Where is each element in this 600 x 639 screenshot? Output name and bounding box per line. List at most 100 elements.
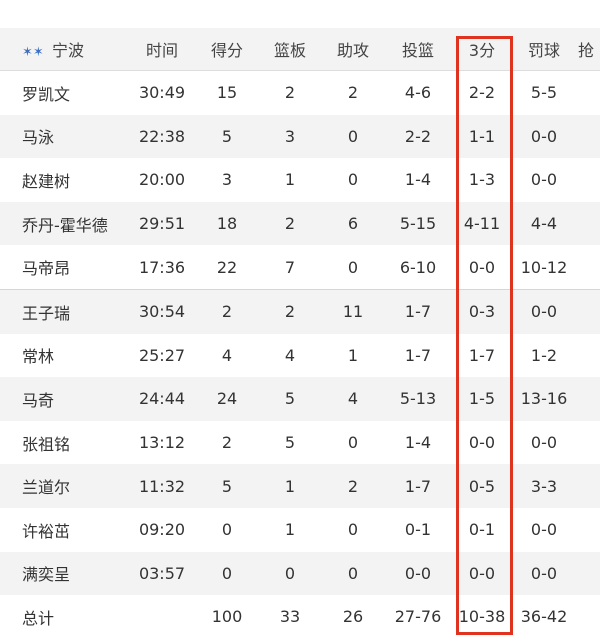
stat-cell: 36-42 [520,607,568,627]
stat-cell: 27-76 [394,607,442,627]
stat-cell: 24 [216,389,238,409]
stat-cell: 1 [284,520,296,540]
stat-cell: 22:38 [138,126,186,146]
stat-cell: 6-10 [399,257,437,277]
stat-cell: 0 [347,257,359,277]
stat-cell: 0-0 [404,563,432,583]
stat-cell: 0-0 [530,170,558,190]
stat-cell: 26 [342,607,364,627]
stat-cell: 1-3 [468,170,496,190]
player-row: 马泳 22:38 5 3 0 2-2 1-1 0-0 [0,114,600,159]
table-header: ✶✶ 宁波 时间 得分 篮板 助攻 投篮 3分 罚球 抢 [0,28,600,71]
stat-cell: 3 [221,170,233,190]
col-header[interactable]: 罚球 [527,41,560,60]
stat-cell: 0 [284,563,296,583]
player-row: 马奇 24:44 24 5 4 5-13 1-5 13-16 [0,377,600,421]
stat-cell: 0-0 [530,520,558,540]
stat-cell: 33 [279,607,301,627]
stat-cell: 0-0 [468,433,496,453]
col-header[interactable]: 3分 [468,41,496,60]
stat-cell: 0-0 [468,563,496,583]
stat-cell: 15 [216,83,238,103]
stat-cell: 5-13 [399,389,437,409]
player-name[interactable]: 王子瑞 [22,303,71,323]
player-name[interactable]: 乔丹-霍华德 [22,215,108,235]
stat-cell: 0-1 [468,520,496,540]
player-name[interactable]: 兰道尔 [22,478,71,498]
col-header[interactable]: 篮板 [273,41,306,60]
player-name[interactable]: 许裕茁 [22,521,71,541]
total-row: 总计 100 33 26 27-76 10-38 36-42 [0,595,600,639]
stat-cell: 03:57 [138,563,186,583]
stat-cell: 4 [347,389,359,409]
stat-cell: 5 [284,433,296,453]
stat-cell: 0-0 [530,302,558,322]
col-header[interactable]: 助攻 [336,41,369,60]
player-name[interactable]: 罗凯文 [22,84,71,104]
stat-cell: 5 [221,126,233,146]
stat-cell: 4-6 [404,83,432,103]
stat-cell: 2 [221,433,233,453]
stat-cell: 7 [284,257,296,277]
player-name[interactable]: 满奕呈 [22,565,71,585]
stat-cell: 2-2 [404,126,432,146]
stat-cell: 3 [284,126,296,146]
stat-cell: 09:20 [138,520,186,540]
player-row: 王子瑞 30:54 2 2 11 1-7 0-3 0-0 [0,289,600,334]
stat-cell: 0-0 [530,126,558,146]
player-name[interactable]: 张祖铭 [22,434,71,454]
stat-cell: 1-5 [468,389,496,409]
stat-cell: 2 [347,476,359,496]
player-name[interactable]: 常林 [22,347,55,367]
player-name[interactable]: 马帝昂 [22,259,71,279]
stat-cell: 1 [284,476,296,496]
stat-cell: 10-38 [458,607,506,627]
box-score-table: ✶✶ 宁波 时间 得分 篮板 助攻 投篮 3分 罚球 抢 罗凯文 30:49 15 2 2… [0,28,600,639]
stat-cell: 0 [221,520,233,540]
stat-cell: 0 [347,126,359,146]
stat-cell: 30:49 [138,83,186,103]
stat-cell: 0-0 [530,433,558,453]
col-header[interactable]: 投篮 [401,41,434,60]
stat-cell: 5 [221,476,233,496]
stat-cell: 22 [216,257,238,277]
player-name[interactable]: 马奇 [22,390,55,410]
stat-cell: 0-5 [468,476,496,496]
team-name: 宁波 [52,41,85,60]
player-row: 满奕呈 03:57 0 0 0 0-0 0-0 0-0 [0,551,600,596]
stat-cell: 1 [347,345,359,365]
col-header[interactable]: 抢 [578,41,595,60]
stat-cell: 1-4 [404,433,432,453]
team-header: ✶✶ 宁波 [22,37,130,61]
stat-cell: 6 [347,214,359,234]
stat-cell: 100 [211,607,243,627]
player-row: 马帝昂 17:36 22 7 0 6-10 0-0 10-12 [0,245,600,290]
player-name[interactable]: 马泳 [22,128,55,148]
three-point-highlight-box [456,36,513,635]
stat-cell: 4 [221,345,233,365]
stat-cell: 1-7 [404,476,432,496]
stat-cell: 25:27 [138,345,186,365]
stat-cell: 0-0 [530,563,558,583]
stat-cell: 0-3 [468,302,496,322]
stat-cell: 10-12 [520,257,568,277]
stat-cell: 1-2 [530,345,558,365]
player-name[interactable]: 赵建树 [22,171,71,191]
stat-cell: 18 [216,214,238,234]
stat-cell: 1-7 [404,302,432,322]
stat-cell: 0 [347,520,359,540]
stat-cell: 0-0 [468,257,496,277]
stat-cell: 1-7 [468,345,496,365]
stat-cell: 2 [347,83,359,103]
player-row: 兰道尔 11:32 5 1 2 1-7 0-5 3-3 [0,464,600,508]
col-header[interactable]: 时间 [145,41,178,60]
stat-cell: 4-11 [463,214,501,234]
stat-cell: 2-2 [468,83,496,103]
stat-cell: 0 [347,563,359,583]
stat-cell: 13-16 [520,389,568,409]
stat-cell: 0 [347,433,359,453]
stat-cell: 11:32 [138,476,186,496]
stat-cell: 20:00 [138,170,186,190]
stat-cell: 2 [284,302,296,322]
col-header[interactable]: 得分 [210,41,243,60]
